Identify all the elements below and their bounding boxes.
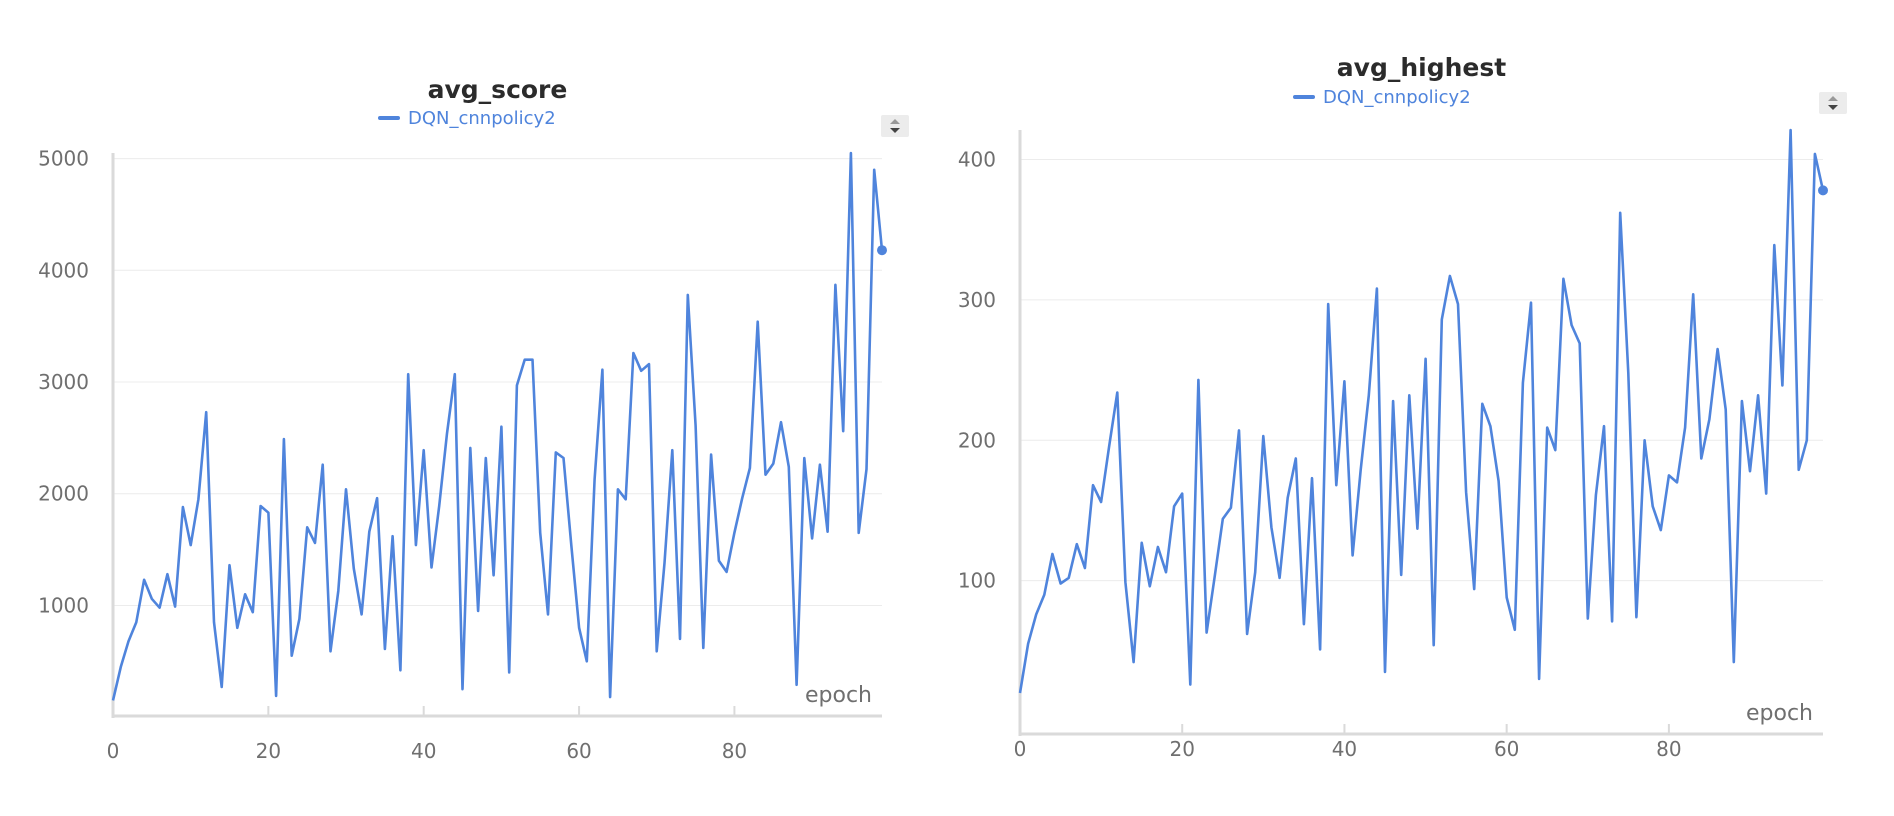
- legend-label[interactable]: DQN_cnnpolicy2: [408, 108, 556, 129]
- x-tick-label: 20: [1169, 737, 1194, 761]
- x-tick-label: 40: [411, 739, 436, 763]
- y-tick-label: 400: [958, 147, 996, 171]
- avg-highest-panel: avg_highest DQN_cnnpolicy2 100 200 300 400 0 20…: [947, 0, 1894, 816]
- avg-score-panel: avg_score DQN_cnnpolicy2 1000 2000 3000 4000 5…: [38, 75, 909, 763]
- series-line: [1018, 128, 1825, 694]
- legend-label[interactable]: DQN_cnnpolicy2: [1323, 87, 1471, 108]
- x-tick-label: 80: [722, 739, 747, 763]
- y-tick-label: 4000: [38, 258, 89, 282]
- chart-title: avg_highest: [1337, 53, 1506, 82]
- sort-arrows-icon[interactable]: [1819, 92, 1847, 114]
- y-tick-label: 3000: [38, 370, 89, 394]
- y-tick-label: 300: [958, 288, 996, 312]
- chevron-down-icon: [890, 128, 900, 133]
- chevron-up-icon: [1828, 96, 1838, 101]
- y-tick-label: 100: [958, 569, 996, 593]
- x-tick-label: 40: [1332, 737, 1357, 761]
- y-tick-label: 5000: [38, 147, 89, 171]
- y-tick-label: 2000: [38, 482, 89, 506]
- chevron-up-icon: [890, 119, 900, 124]
- last-data-point: [1818, 185, 1828, 196]
- y-tick-label: 1000: [38, 593, 89, 617]
- toggle-background[interactable]: [1819, 92, 1847, 114]
- series-line: [111, 151, 884, 701]
- x-axis-label: epoch: [1746, 701, 1813, 726]
- x-tick-label: 60: [1494, 737, 1519, 761]
- x-tick-label: 20: [256, 739, 281, 763]
- y-tick-label: 200: [958, 428, 996, 452]
- x-tick-label: 0: [1014, 737, 1027, 761]
- x-axis-label: epoch: [805, 683, 872, 708]
- chevron-down-icon: [1828, 105, 1838, 110]
- x-tick-label: 80: [1656, 737, 1681, 761]
- x-tick-label: 60: [566, 739, 591, 763]
- x-tick-label: 0: [107, 739, 120, 763]
- sort-arrows-icon[interactable]: [881, 115, 909, 137]
- chart-title: avg_score: [428, 75, 568, 104]
- last-data-point: [877, 245, 887, 256]
- toggle-background[interactable]: [881, 115, 909, 137]
- chart-svg: avg_score DQN_cnnpolicy2 1000 2000 3000 4000 5…: [38, 75, 909, 763]
- chart-svg: avg_highest DQN_cnnpolicy2 100 200 300 400 0 20…: [958, 53, 1847, 761]
